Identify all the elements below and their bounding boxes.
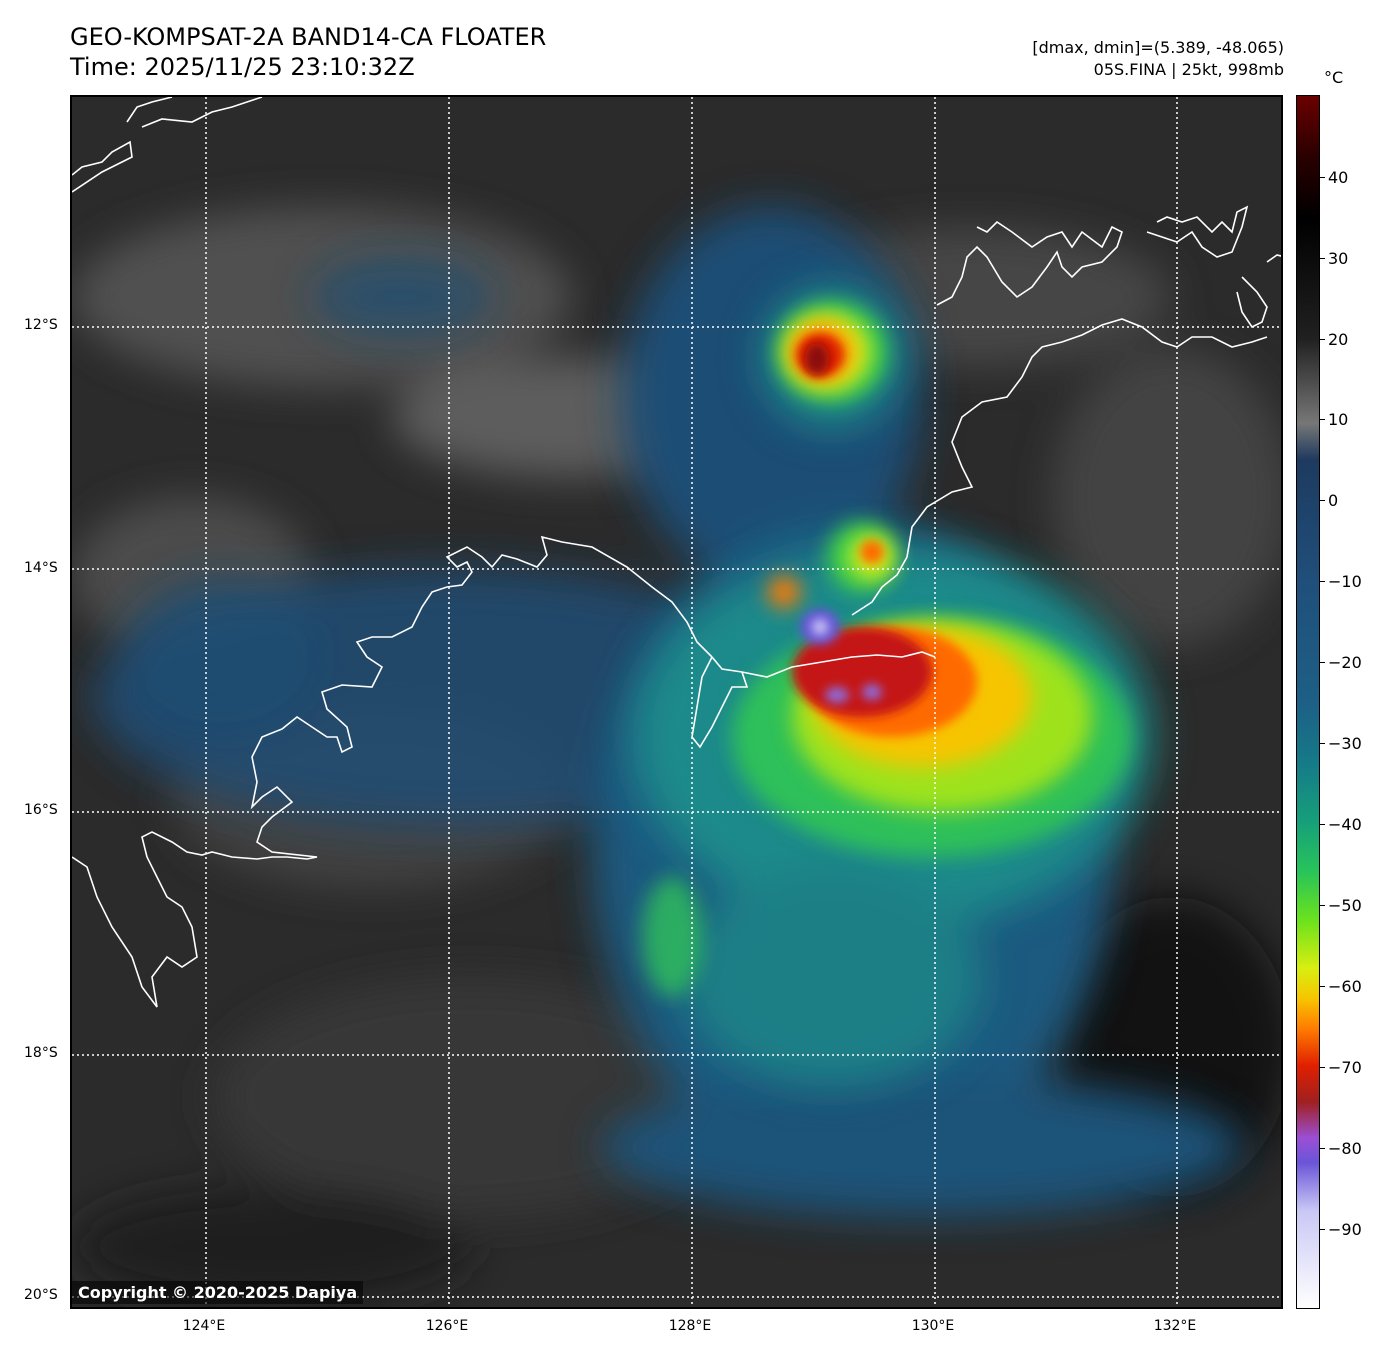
lat-label-16s: 16°S [24,802,58,818]
colorbar-tick: −50 [1320,896,1362,915]
colorbar-tick: −40 [1320,815,1362,834]
colorbar-tick: −70 [1320,1058,1362,1077]
range-text: [dmax, dmin]=(5.389, -48.065) [1032,38,1284,57]
colorbar-tick: 20 [1319,330,1349,349]
colorbar-tick: 40 [1319,168,1349,187]
storm-text: 05S.FINA | 25kt, 998mb [1093,60,1284,79]
colorbar-tick: 0 [1319,491,1339,510]
colorbar-tick: −90 [1320,1220,1362,1239]
lat-label-18s: 18°S [24,1045,58,1061]
image-title: GEO-KOMPSAT-2A BAND14-CA FLOATER Time: 2… [70,22,546,82]
colorbar-tick: −20 [1320,653,1362,672]
lon-label-126e: 126°E [425,1318,469,1334]
satellite-map [70,95,1283,1309]
lat-label-20s: 20°S [24,1287,58,1303]
lon-label-130e: 130°E [911,1318,955,1334]
colorbar-tick: −30 [1320,734,1362,753]
coastline [72,97,1281,1008]
title-line-2: Time: 2025/11/25 23:10:32Z [70,53,415,81]
image-metadata: [dmax, dmin]=(5.389, -48.065) 05S.FINA |… [1032,37,1284,81]
copyright-notice: Copyright © 2020-2025 Dapiya [72,1281,364,1304]
lon-label-124e: 124°E [182,1318,226,1334]
colorbar-tick: −10 [1320,572,1362,591]
satellite-imagery [72,97,1281,1307]
colorbar [1296,95,1320,1309]
colorbar-tick: −80 [1320,1139,1362,1158]
colorbar-tick: 30 [1319,249,1349,268]
colorbar-unit: °C [1324,68,1344,87]
graticule [72,97,1281,1307]
lon-label-132e: 132°E [1153,1318,1197,1334]
colorbar-tick: 10 [1319,410,1349,429]
lon-label-128e: 128°E [668,1318,712,1334]
lat-label-14s: 14°S [24,560,58,576]
lat-label-12s: 12°S [24,317,58,333]
title-line-1: GEO-KOMPSAT-2A BAND14-CA FLOATER [70,23,547,51]
colorbar-tick: −60 [1320,977,1362,996]
